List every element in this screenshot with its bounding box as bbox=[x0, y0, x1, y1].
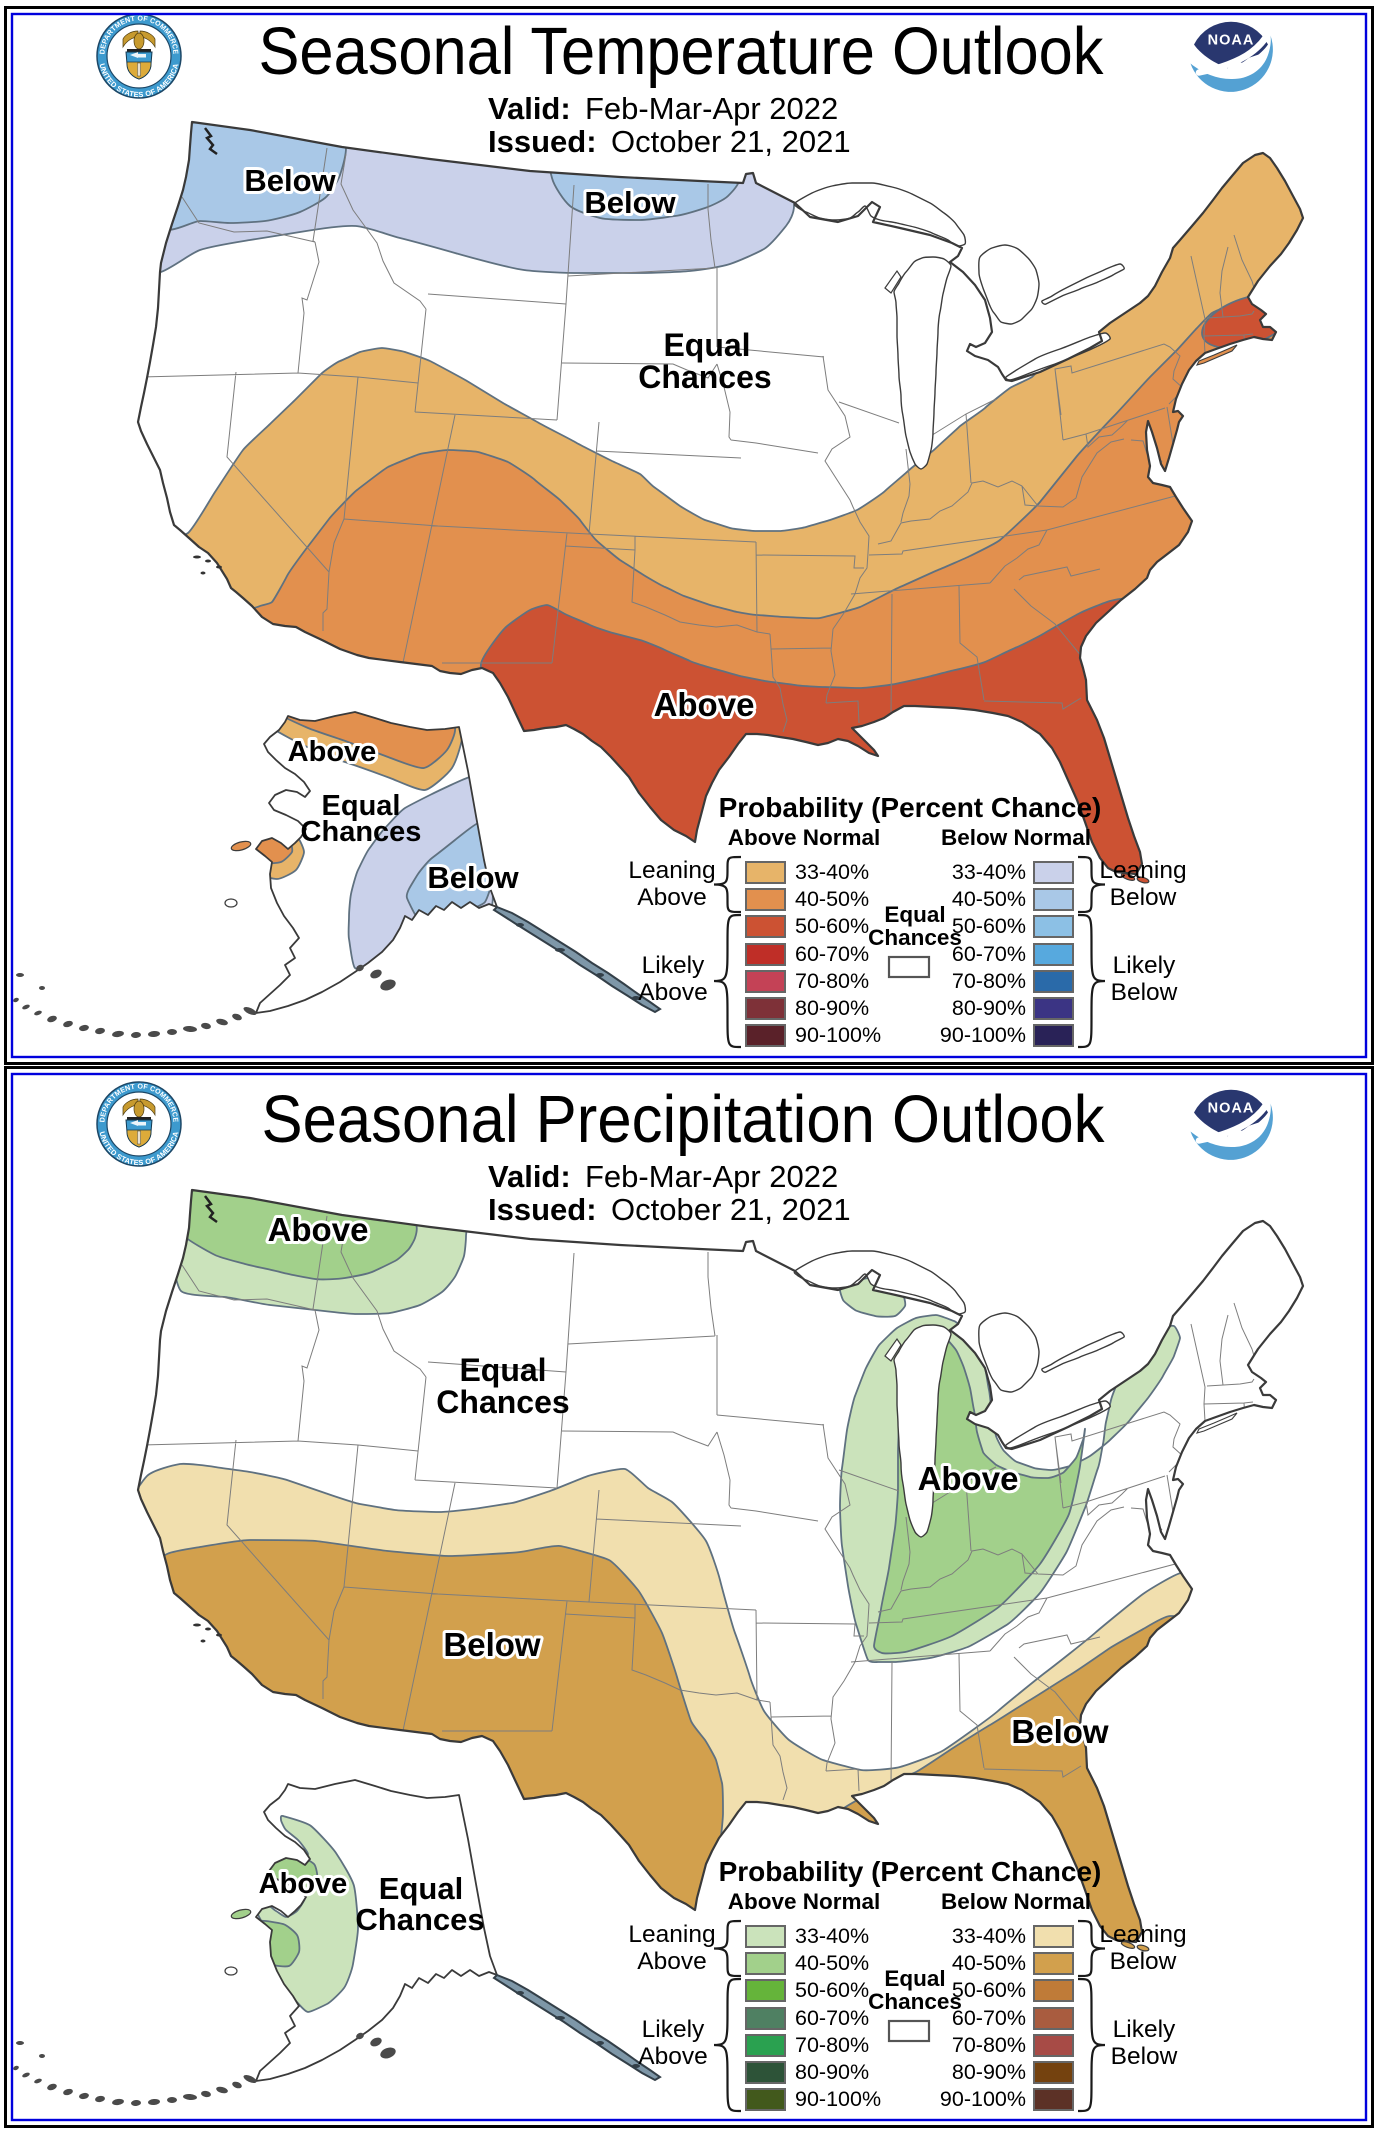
svg-text:Leaning: Leaning bbox=[628, 857, 715, 884]
svg-text:Above: Above bbox=[268, 1211, 369, 1248]
svg-text:90-100%: 90-100% bbox=[940, 2087, 1026, 2111]
svg-text:Chances: Chances bbox=[868, 925, 962, 950]
svg-text:October 21, 2021: October 21, 2021 bbox=[611, 124, 851, 159]
svg-text:60-70%: 60-70% bbox=[952, 942, 1026, 966]
svg-text:Equal: Equal bbox=[322, 790, 401, 822]
svg-text:40-50%: 40-50% bbox=[795, 887, 869, 911]
svg-text:40-50%: 40-50% bbox=[795, 1951, 869, 1975]
svg-text:Below: Below bbox=[1111, 979, 1178, 1006]
svg-text:Above: Above bbox=[638, 2043, 707, 2070]
svg-text:Chances: Chances bbox=[638, 359, 771, 395]
svg-text:Above: Above bbox=[637, 1948, 706, 1975]
svg-text:Chances: Chances bbox=[355, 1902, 484, 1937]
svg-text:80-90%: 80-90% bbox=[952, 996, 1026, 1020]
svg-text:40-50%: 40-50% bbox=[952, 887, 1026, 911]
svg-text:33-40%: 33-40% bbox=[795, 860, 869, 884]
svg-text:Equal: Equal bbox=[379, 1871, 463, 1906]
svg-text:Below: Below bbox=[427, 860, 519, 895]
svg-text:Above Normal: Above Normal bbox=[728, 825, 881, 850]
svg-text:October 21, 2021: October 21, 2021 bbox=[611, 1192, 851, 1227]
svg-text:50-60%: 50-60% bbox=[952, 914, 1026, 938]
svg-text:33-40%: 33-40% bbox=[952, 1924, 1026, 1948]
svg-text:80-90%: 80-90% bbox=[952, 2060, 1026, 2084]
svg-text:Likely: Likely bbox=[642, 2016, 705, 2043]
svg-text:Equal: Equal bbox=[884, 1966, 945, 1991]
svg-text:70-80%: 70-80% bbox=[795, 969, 869, 993]
svg-text:Likely: Likely bbox=[1113, 2016, 1176, 2043]
svg-text:Above Normal: Above Normal bbox=[728, 1889, 881, 1914]
svg-text:40-50%: 40-50% bbox=[952, 1951, 1026, 1975]
svg-text:Chances: Chances bbox=[868, 1989, 962, 2014]
svg-text:33-40%: 33-40% bbox=[795, 1924, 869, 1948]
svg-text:Above: Above bbox=[638, 979, 707, 1006]
svg-text:Above: Above bbox=[918, 1460, 1019, 1497]
svg-text:Below: Below bbox=[1111, 2043, 1178, 2070]
svg-text:Above: Above bbox=[259, 1868, 348, 1900]
svg-text:Above: Above bbox=[637, 884, 706, 911]
svg-text:50-60%: 50-60% bbox=[795, 914, 869, 938]
svg-text:50-60%: 50-60% bbox=[952, 1978, 1026, 2002]
svg-text:Seasonal Precipitation Outlook: Seasonal Precipitation Outlook bbox=[262, 1082, 1105, 1157]
svg-text:Seasonal Temperature Outlook: Seasonal Temperature Outlook bbox=[259, 14, 1104, 89]
svg-text:70-80%: 70-80% bbox=[952, 969, 1026, 993]
svg-text:33-40%: 33-40% bbox=[952, 860, 1026, 884]
svg-text:90-100%: 90-100% bbox=[940, 1023, 1026, 1047]
svg-text:Issued:: Issued: bbox=[488, 124, 597, 159]
svg-text:Feb-Mar-Apr 2022: Feb-Mar-Apr 2022 bbox=[585, 91, 838, 126]
svg-text:Equal: Equal bbox=[459, 1352, 546, 1388]
svg-text:Above: Above bbox=[288, 736, 377, 768]
svg-text:Below Normal: Below Normal bbox=[941, 1889, 1091, 1914]
svg-text:90-100%: 90-100% bbox=[795, 2087, 881, 2111]
svg-text:Below: Below bbox=[1110, 1948, 1177, 1975]
svg-text:NOAA: NOAA bbox=[1208, 33, 1255, 49]
svg-text:NOAA: NOAA bbox=[1208, 1101, 1255, 1117]
svg-text:80-90%: 80-90% bbox=[795, 2060, 869, 2084]
svg-text:80-90%: 80-90% bbox=[795, 996, 869, 1020]
svg-text:Below: Below bbox=[1011, 1713, 1109, 1750]
svg-text:Probability (Percent Chance): Probability (Percent Chance) bbox=[719, 1856, 1102, 1887]
svg-text:Below: Below bbox=[1110, 884, 1177, 911]
svg-text:Leaning: Leaning bbox=[1099, 1921, 1186, 1948]
svg-text:Chances: Chances bbox=[436, 1384, 569, 1420]
svg-text:Leaning: Leaning bbox=[628, 1921, 715, 1948]
svg-text:50-60%: 50-60% bbox=[795, 1978, 869, 2002]
svg-text:70-80%: 70-80% bbox=[952, 2033, 1026, 2057]
svg-text:Probability (Percent Chance): Probability (Percent Chance) bbox=[719, 792, 1102, 823]
svg-text:Below: Below bbox=[443, 1626, 541, 1663]
svg-text:60-70%: 60-70% bbox=[795, 942, 869, 966]
svg-text:Equal: Equal bbox=[884, 902, 945, 927]
svg-text:Leaning: Leaning bbox=[1099, 857, 1186, 884]
svg-text:60-70%: 60-70% bbox=[952, 2006, 1026, 2030]
svg-text:Chances: Chances bbox=[301, 816, 422, 848]
svg-text:Below Normal: Below Normal bbox=[941, 825, 1091, 850]
svg-text:Above: Above bbox=[654, 686, 755, 723]
svg-text:Below: Below bbox=[584, 185, 676, 220]
svg-text:Equal: Equal bbox=[663, 327, 750, 363]
svg-text:60-70%: 60-70% bbox=[795, 2006, 869, 2030]
svg-text:Issued:: Issued: bbox=[488, 1192, 597, 1227]
svg-text:Likely: Likely bbox=[642, 952, 705, 979]
svg-text:70-80%: 70-80% bbox=[795, 2033, 869, 2057]
svg-text:Below: Below bbox=[244, 163, 336, 198]
svg-text:Feb-Mar-Apr 2022: Feb-Mar-Apr 2022 bbox=[585, 1159, 838, 1194]
svg-text:90-100%: 90-100% bbox=[795, 1023, 881, 1047]
svg-text:Likely: Likely bbox=[1113, 952, 1176, 979]
svg-text:Valid:: Valid: bbox=[488, 91, 571, 126]
svg-text:Valid:: Valid: bbox=[488, 1159, 571, 1194]
